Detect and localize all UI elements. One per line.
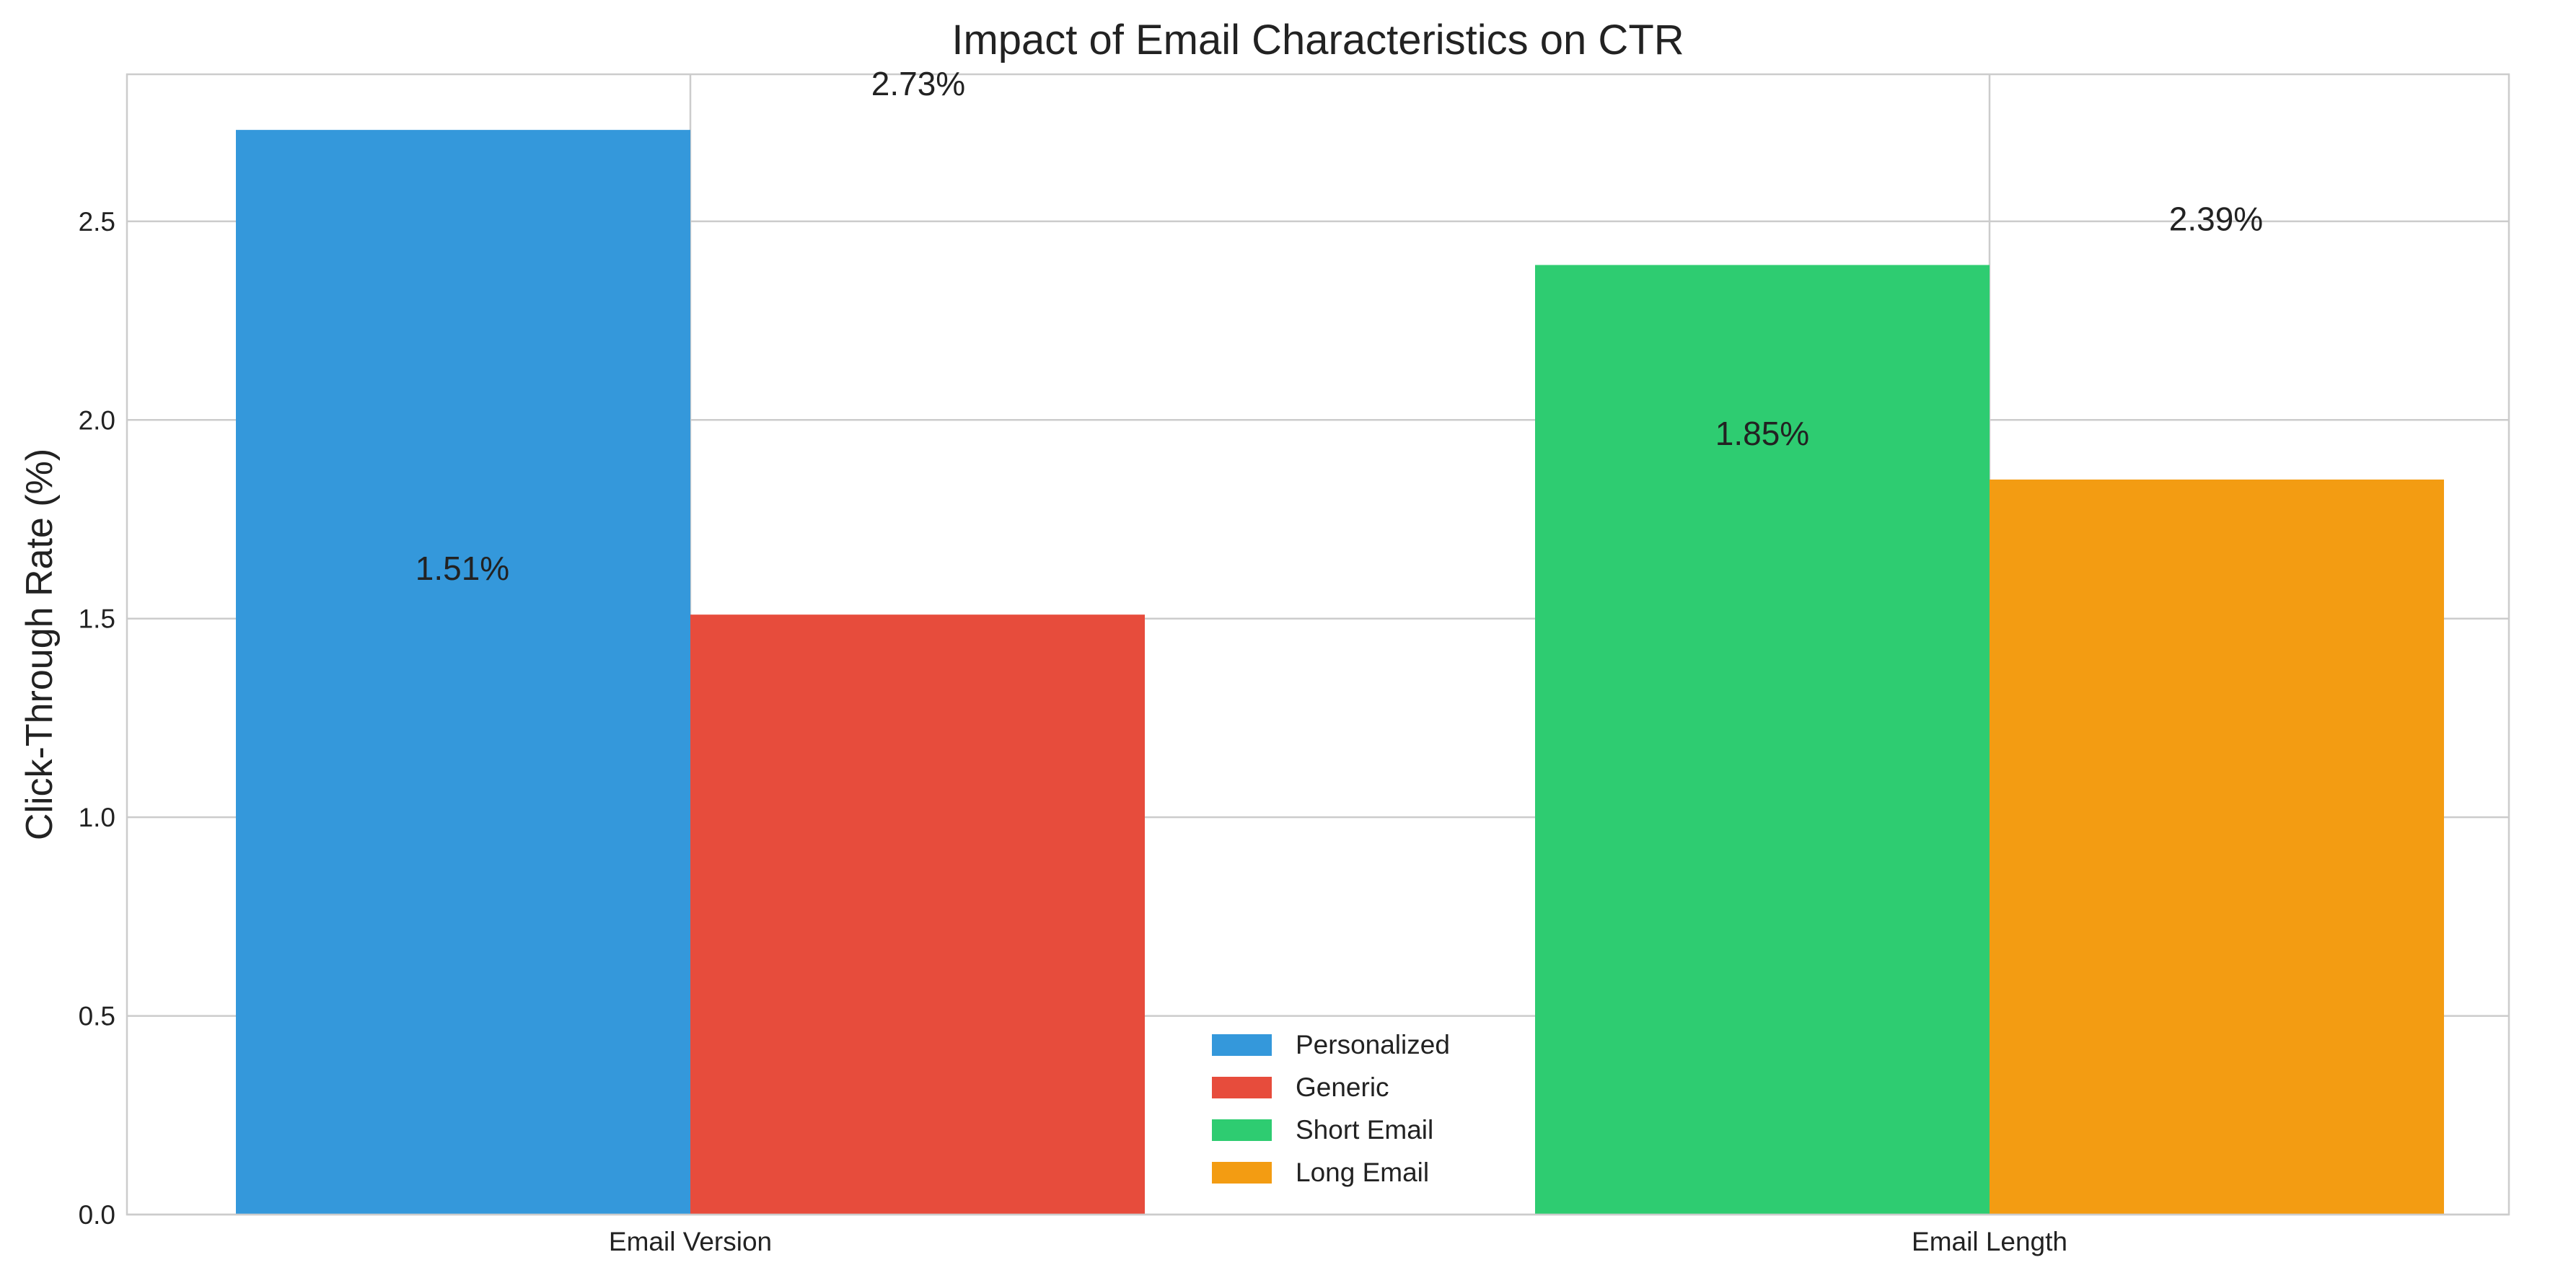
y-tick-label: 0.0 [79,1200,115,1230]
data-label: 1.85% [1715,415,1809,452]
legend-swatch-generic [1212,1077,1272,1098]
data-labels: 2.73% 1.51% 2.39% 1.85% [416,65,2263,587]
y-axis-label: Click-Through Rate (%) [19,449,61,840]
y-tick-label: 1.0 [79,803,115,832]
legend-label-long-email: Long Email [1296,1158,1429,1187]
legend-swatch-long-email [1212,1162,1272,1184]
data-label: 2.73% [871,65,965,102]
y-tick-label: 2.0 [79,405,115,435]
y-tick-label: 1.5 [79,604,115,634]
bar-long-email [1990,479,2444,1215]
legend-swatch-short-email [1212,1119,1272,1141]
bar-generic [690,614,1145,1215]
legend-label-generic: Generic [1296,1072,1389,1102]
legend: Personalized Generic Short Email Long Email [1212,1030,1450,1187]
data-label: 2.39% [2169,200,2263,237]
bar-short-email [1535,265,1990,1215]
bars [236,130,2444,1215]
plot-frame [126,73,2510,1216]
legend-label-personalized: Personalized [1296,1030,1450,1059]
bar-personalized [236,130,690,1215]
axis-ticks: 0.0 0.5 1.0 1.5 2.0 2.5 Email Version Email Len… [79,207,2067,1256]
legend-swatch-personalized [1212,1034,1272,1056]
legend-label-short-email: Short Email [1296,1115,1433,1145]
y-tick-label: 2.5 [79,207,115,237]
chart-title: Impact of Email Characteristics on CTR [951,17,1684,63]
x-tick-label: Email Length [1912,1227,2067,1256]
y-tick-label: 0.5 [79,1002,115,1031]
x-tick-label: Email Version [609,1227,772,1256]
data-label: 1.51% [416,550,509,587]
